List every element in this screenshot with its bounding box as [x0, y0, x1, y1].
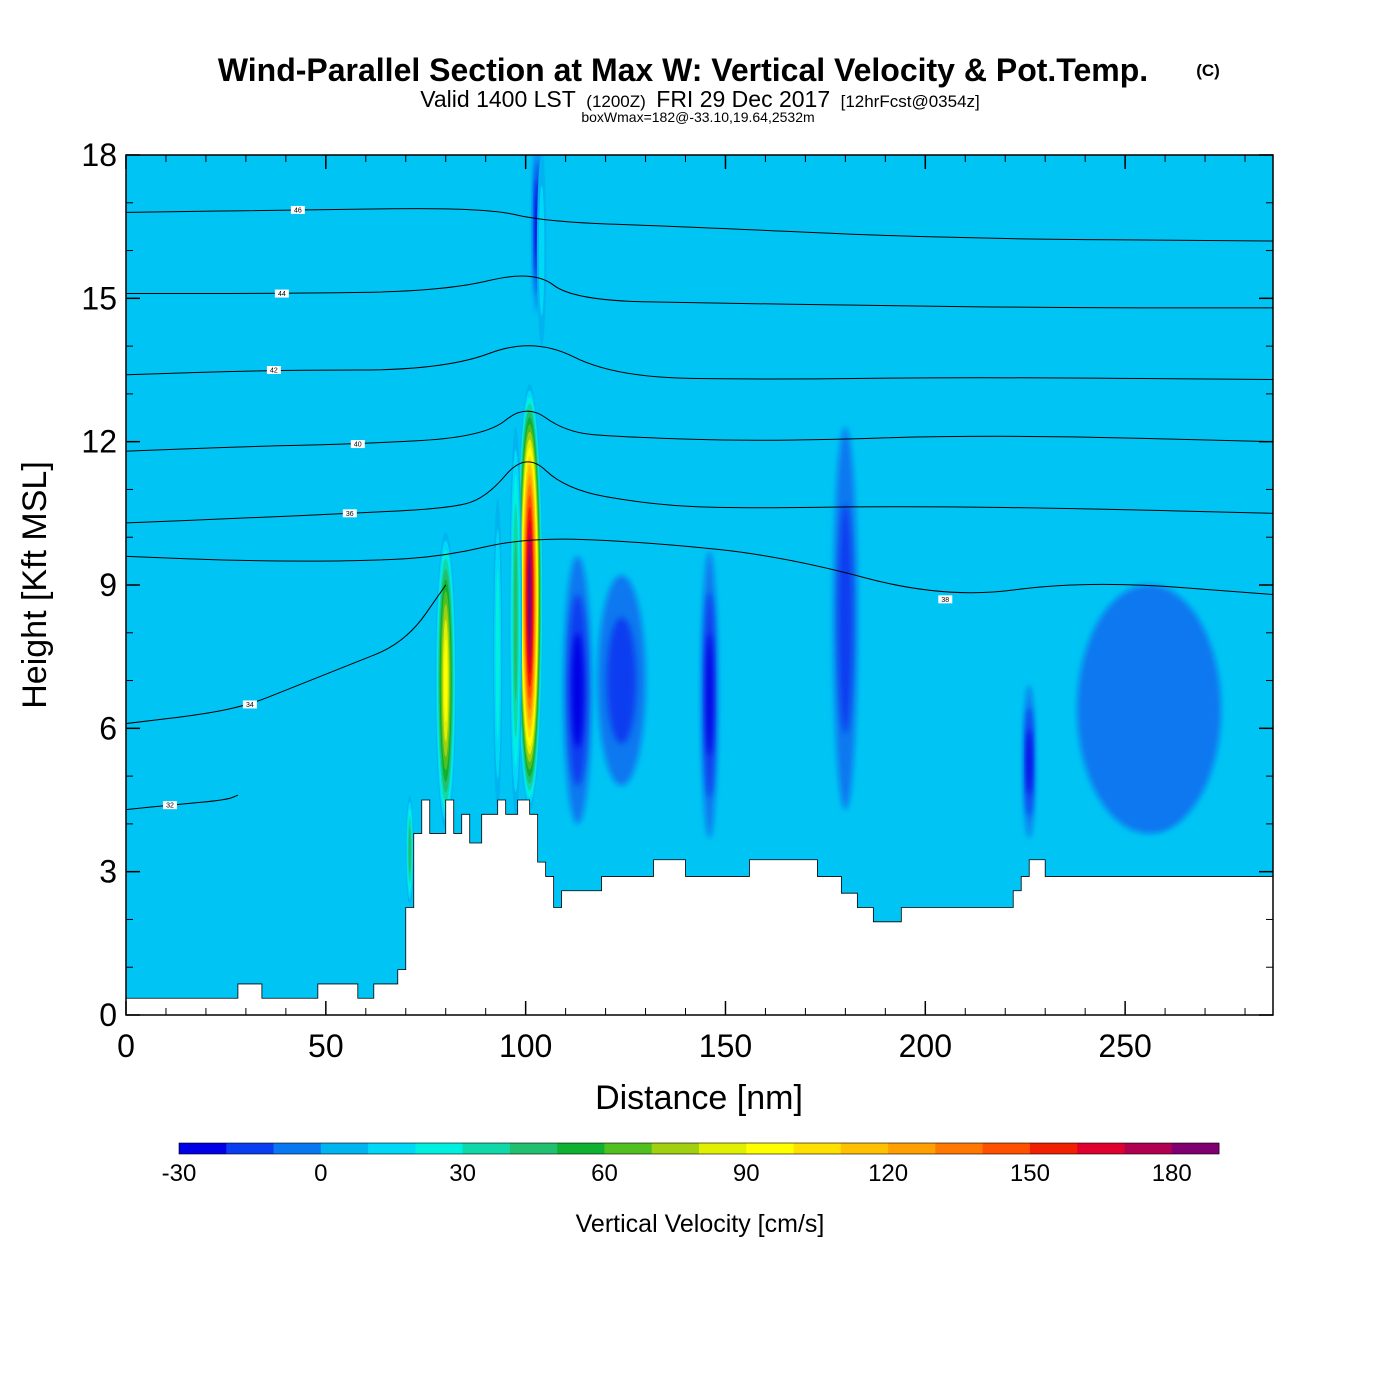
theta-contour	[126, 345, 1273, 381]
contour-label: 46	[294, 207, 302, 214]
downdraft-region	[607, 617, 636, 744]
colorbar-swatch	[320, 1143, 369, 1154]
contour-label: 40	[354, 442, 362, 449]
theta-contour	[126, 538, 1273, 596]
colorbar-swatch	[1124, 1143, 1173, 1154]
colorbar-tick-label: 90	[733, 1160, 760, 1187]
updraft-core	[538, 185, 545, 316]
contour-label: 42	[270, 368, 278, 375]
contour-label: 38	[941, 597, 949, 604]
downdraft-region	[706, 633, 713, 757]
colorbar: -30 0 30 60 90 120 150 180	[162, 1142, 1220, 1187]
contour-label: 44	[278, 291, 286, 298]
chart-title: Wind-Parallel Section at Max W: Vertical…	[218, 52, 1148, 88]
colorbar-swatch	[604, 1143, 653, 1154]
downdraft-region	[1077, 585, 1222, 834]
y-tick-label: 0	[99, 997, 117, 1033]
boxwmax-annotation: boxWmax=182@-33.10,19.64,2532m	[581, 109, 814, 125]
updraft-core	[495, 569, 500, 740]
colorbar-title: Vertical Velocity [cm/s]	[576, 1210, 825, 1238]
updraft-core	[513, 540, 518, 701]
contour-label-bg	[274, 289, 289, 298]
colorbar-tick-label: -30	[162, 1160, 197, 1187]
velocity-field	[405, 155, 1222, 906]
downdraft-region	[1026, 729, 1032, 795]
contour-label-bg	[266, 366, 281, 374]
downdraft-region	[838, 503, 853, 734]
colorbar-swatch	[982, 1143, 1031, 1154]
copyright-mark: (C)	[1196, 61, 1220, 80]
x-tick-label: 250	[1098, 1028, 1151, 1064]
theta-contour	[126, 410, 1273, 452]
colorbar-swatch	[415, 1143, 464, 1154]
x-tick-label: 50	[308, 1028, 344, 1064]
y-tick-label: 6	[99, 710, 117, 746]
y-tick-label: 18	[81, 137, 117, 173]
colorbar-swatch	[1029, 1143, 1078, 1154]
contour-label: 32	[166, 803, 174, 810]
plot-area: 32 34 36 38 40 42 44 46	[126, 155, 1273, 1015]
contour-label: 34	[246, 702, 254, 709]
colorbar-tick-label: 60	[591, 1160, 618, 1187]
colorbar-swatch	[226, 1143, 274, 1154]
colorbar-swatch	[1077, 1143, 1125, 1154]
theta-contours: 32 34 36 38 40 42 44 46	[126, 205, 1273, 811]
downdraft-region	[571, 632, 584, 748]
x-tick-label: 150	[699, 1028, 752, 1064]
colorbar-swatch	[746, 1143, 794, 1154]
colorbar-swatch	[888, 1143, 936, 1154]
colorbar-swatch	[557, 1143, 605, 1154]
colorbar-swatch	[793, 1143, 842, 1154]
colorbar-swatch	[935, 1143, 984, 1154]
colorbar-swatch	[1171, 1143, 1220, 1154]
y-axis-title: Height [Kft MSL]	[16, 461, 54, 709]
colorbar-swatch	[651, 1143, 700, 1154]
y-tick-label: 9	[99, 567, 117, 603]
updraft-core	[408, 827, 411, 873]
x-tick-label: 0	[117, 1028, 135, 1064]
theta-contour	[126, 584, 447, 725]
colorbar-frame	[178, 1142, 1220, 1155]
contour-label-bg	[938, 595, 953, 604]
y-tick-label: 15	[81, 280, 117, 316]
y-tick-label: 12	[81, 424, 117, 460]
colorbar-swatch	[179, 1143, 227, 1154]
colorbar-swatch	[462, 1143, 511, 1154]
contour-label: 36	[346, 511, 354, 518]
x-tick-label: 200	[899, 1028, 952, 1064]
colorbar-tick-label: 0	[314, 1160, 327, 1187]
valid-time-subtitle: Valid 1400 LST (1200Z) FRI 29 Dec 2017 […	[420, 86, 980, 112]
theta-contour	[126, 461, 1273, 524]
colorbar-tick-label: 30	[449, 1160, 476, 1187]
y-tick-label: 3	[99, 854, 117, 890]
x-axis-title: Distance [nm]	[595, 1079, 803, 1117]
colorbar-swatch	[273, 1143, 322, 1154]
colorbar-swatch	[368, 1143, 416, 1154]
contour-label-bg	[162, 801, 177, 810]
colorbar-tick-label: 150	[1010, 1160, 1050, 1187]
updraft-core	[444, 638, 448, 723]
contour-label-bg	[242, 700, 257, 709]
colorbar-swatch	[840, 1143, 889, 1154]
contour-label-bg	[290, 205, 305, 214]
theta-contour	[126, 794, 239, 811]
colorbar-tick-label: 120	[868, 1160, 908, 1187]
updraft-core	[528, 554, 531, 640]
theta-contour	[126, 208, 1273, 242]
colorbar-swatch	[699, 1143, 747, 1154]
contour-label-bg	[342, 509, 357, 518]
contour-label-bg	[350, 440, 365, 449]
colorbar-swatch	[509, 1143, 558, 1154]
x-tick-label: 100	[499, 1028, 552, 1064]
terrain	[126, 799, 1273, 1015]
colorbar-tick-label: 180	[1152, 1160, 1192, 1187]
